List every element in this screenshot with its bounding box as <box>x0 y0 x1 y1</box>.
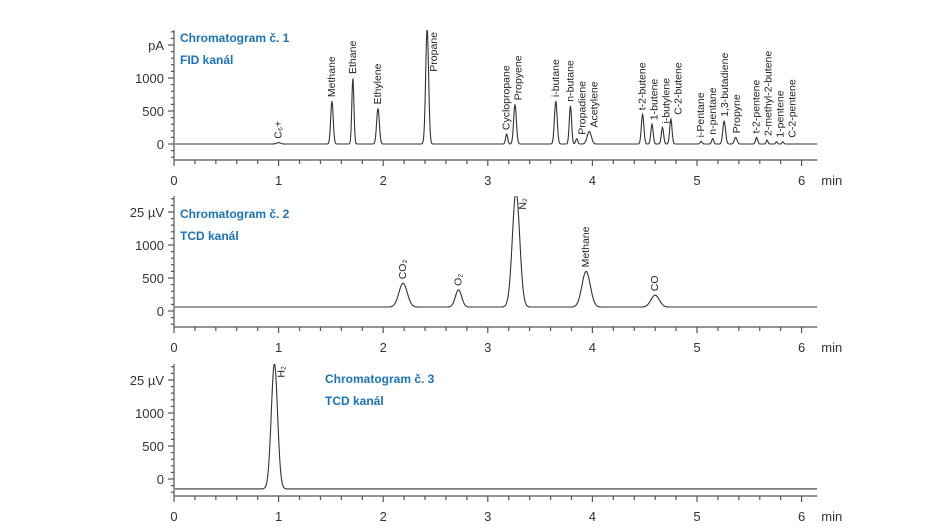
x-tick-label: 0 <box>170 509 177 524</box>
x-tick-label: 5 <box>693 340 700 355</box>
peak-label: Propadiene <box>576 81 588 135</box>
x-tick-label: 5 <box>693 173 700 188</box>
peak-label: i-butane <box>550 59 562 97</box>
x-tick-label: 1 <box>275 173 282 188</box>
y-tick-label: 500 <box>142 104 164 119</box>
peak-label: 1-butene <box>649 79 661 121</box>
y-tick-label: 0 <box>157 137 164 152</box>
x-tick-label: 6 <box>798 173 805 188</box>
peak-label: 1-pentene <box>775 90 787 137</box>
y-axis-unit: 25 µV <box>130 373 165 388</box>
peak-label: C-2-butene <box>673 62 685 115</box>
x-axis-unit: min <box>821 340 842 355</box>
peak-label: i-Pentane <box>695 92 707 137</box>
chromatogram-channel: TCD kanál <box>180 229 239 243</box>
x-tick-label: 3 <box>484 173 491 188</box>
peak-label: C₆+ <box>273 121 285 139</box>
chromatogram-channel: TCD kanál <box>325 394 384 408</box>
y-tick-label: 1000 <box>135 71 164 86</box>
peak-label: 2-methyl-2-butene <box>763 51 775 136</box>
peak-label: t-2-butene <box>637 62 649 110</box>
peak-label: Ethane <box>347 41 359 74</box>
peak-label: i-butylene <box>661 78 673 124</box>
x-tick-label: 3 <box>484 509 491 524</box>
peak-label: Ethylene <box>372 63 384 104</box>
x-tick-label: 0 <box>170 173 177 188</box>
peak-label: t-2-pentene <box>751 80 763 134</box>
chromatogram-trace <box>175 364 817 490</box>
x-tick-label: 2 <box>380 173 387 188</box>
x-tick-label: 1 <box>275 340 282 355</box>
peak-label: N₂ <box>517 198 529 210</box>
x-tick-label: 4 <box>589 509 596 524</box>
y-tick-label: 1000 <box>135 406 164 421</box>
peak-label: Propyene <box>513 55 525 100</box>
peak-label: 1,3-butadiene <box>719 53 731 117</box>
y-tick-label: 500 <box>142 271 164 286</box>
chromatogram-panel-2: 0 1 2 3 4 5 6 min 0 500 1000 25 µV Chromatogram č. 2… <box>130 196 842 355</box>
x-tick-label: 5 <box>693 509 700 524</box>
y-tick-label: 0 <box>157 304 164 319</box>
chromatogram-panel-3: 0 1 2 3 4 5 6 min 0 500 1000 25 µV Chromatogram č. 3… <box>130 364 842 524</box>
x-axis-unit: min <box>821 173 842 188</box>
y-axis-unit: pA <box>148 38 164 53</box>
peak-label: Methane <box>326 56 338 97</box>
chromatogram-panel-1: 0 1 2 3 4 5 6 min 0 500 1000 pA Chromatogram č. 1 FID… <box>135 30 842 188</box>
peak-label: n-butane <box>564 60 576 102</box>
peak-label: Cyclopropane <box>501 65 513 130</box>
x-axis-unit: min <box>821 509 842 524</box>
peak-label: Propane <box>428 32 440 72</box>
chromatogram-title: Chromatogram č. 2 <box>180 207 290 221</box>
y-axis-unit: 25 µV <box>130 205 165 220</box>
chromatogram-title: Chromatogram č. 1 <box>180 31 290 45</box>
peak-label: CO₂ <box>397 259 409 279</box>
x-tick-label: 1 <box>275 509 282 524</box>
chromatogram-trace <box>175 30 817 145</box>
x-tick-label: 2 <box>380 509 387 524</box>
x-tick-label: 3 <box>484 340 491 355</box>
chromatogram-trace <box>175 196 817 308</box>
peak-label: n-pentane <box>707 87 719 134</box>
x-tick-label: 6 <box>798 509 805 524</box>
peak-label: Acetylene <box>588 81 600 127</box>
y-tick-label: 0 <box>157 472 164 487</box>
peak-label: CO <box>649 275 661 291</box>
peak-label: H₂ <box>275 366 287 378</box>
y-tick-label: 500 <box>142 439 164 454</box>
peak-label: C-2-pentene <box>787 79 799 138</box>
x-tick-label: 6 <box>798 340 805 355</box>
peak-label: Methane <box>580 226 592 267</box>
peak-label: O₂ <box>453 274 465 286</box>
x-tick-label: 4 <box>589 340 596 355</box>
y-tick-label: 1000 <box>135 238 164 253</box>
chromatogram-channel: FID kanál <box>180 53 233 67</box>
peak-label: Propyne <box>731 94 743 133</box>
x-tick-label: 4 <box>589 173 596 188</box>
x-tick-label: 2 <box>380 340 387 355</box>
chromatogram-title: Chromatogram č. 3 <box>325 372 435 386</box>
x-tick-label: 0 <box>170 340 177 355</box>
